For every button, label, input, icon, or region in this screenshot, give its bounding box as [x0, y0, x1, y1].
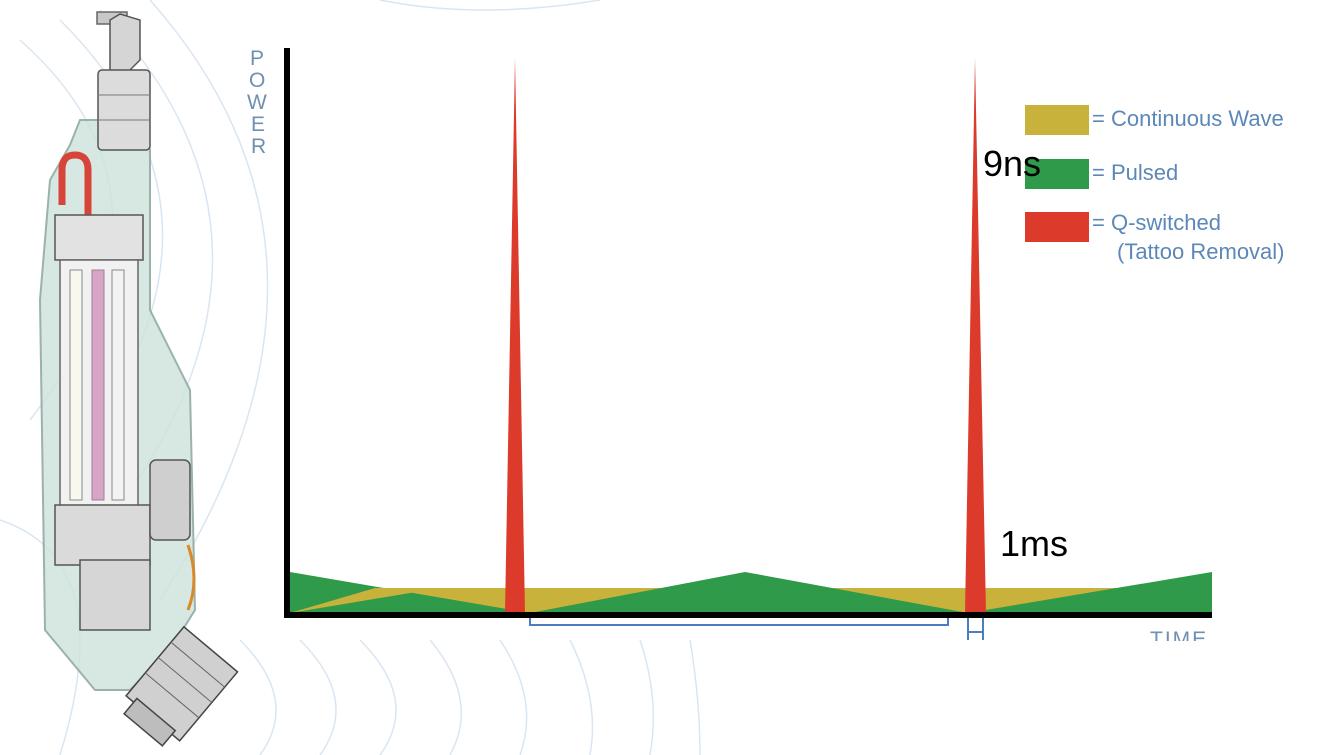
pulsed-area [290, 572, 1212, 613]
pulsed-wave-segment [968, 572, 1212, 613]
legend-label-qswitched-sub: (Tattoo Removal) [1117, 239, 1285, 264]
continuous-wave-segment [290, 588, 440, 613]
legend-label-qswitched: = Q-switched [1092, 210, 1221, 235]
annotation-1ms: 1ms [1000, 523, 1069, 564]
qswitched-spikes [505, 58, 986, 613]
y-axis-letter: R [251, 135, 267, 158]
qswitched-spike [965, 58, 986, 613]
pulsed-wave-segment [530, 572, 968, 613]
laser-handpiece-cutaway-icon [38, 11, 239, 747]
y-axis-letter: O [249, 69, 266, 92]
legend-swatch-pulsed [1025, 159, 1089, 189]
x-axis-label: TIME [1150, 629, 1209, 641]
legend-label-pulsed: = Pulsed [1092, 160, 1179, 185]
legend-swatch-qswitched [1025, 212, 1089, 242]
legend-label-continuous: = Continuous Wave [1092, 106, 1284, 131]
y-axis-letter: W [247, 91, 267, 114]
qswitched-spike [505, 58, 525, 613]
y-axis-letter: E [251, 113, 266, 136]
x-axis-label-clip: TIME [1150, 629, 1220, 641]
annotation-9ns: 9ns [983, 143, 1042, 184]
legend-swatch-continuous [1025, 105, 1089, 135]
y-axis-letter: P [250, 47, 265, 70]
